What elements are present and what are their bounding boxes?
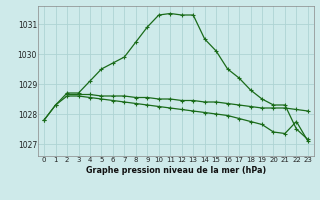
X-axis label: Graphe pression niveau de la mer (hPa): Graphe pression niveau de la mer (hPa) <box>86 166 266 175</box>
